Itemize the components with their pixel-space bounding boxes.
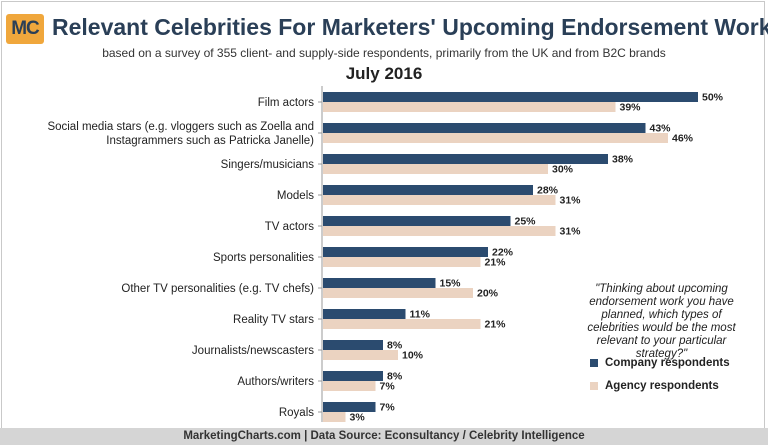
bar-agency xyxy=(323,319,481,329)
bar-company xyxy=(323,154,608,164)
bar-agency xyxy=(323,164,548,174)
bar-agency xyxy=(323,288,473,298)
bar-agency xyxy=(323,195,556,205)
category-label: Authors/writers xyxy=(237,376,314,388)
bar-agency xyxy=(323,226,556,236)
value-label-agency: 31% xyxy=(560,195,582,207)
bar-agency xyxy=(323,350,398,360)
category-label: Royals xyxy=(279,407,314,419)
value-label-company: 7% xyxy=(380,402,396,414)
bar-company xyxy=(323,340,383,350)
category-label: Reality TV stars xyxy=(233,314,314,326)
source-footer: MarketingCharts.com | Data Source: Econs… xyxy=(0,428,768,445)
value-label-company: 28% xyxy=(537,185,559,197)
survey-question: "Thinking about upcoming endorsement wor… xyxy=(587,283,736,360)
bar-company xyxy=(323,278,436,288)
category-label: Models xyxy=(277,190,314,202)
category-label: Singers/musicians xyxy=(221,159,315,171)
category-label: Film actors xyxy=(258,97,314,109)
value-label-company: 38% xyxy=(612,154,634,166)
category-label: Other TV personalities (e.g. TV chefs) xyxy=(121,283,314,295)
chart-subtitle: based on a survey of 355 client- and sup… xyxy=(102,46,666,60)
category-label: TV actors xyxy=(265,221,314,233)
bar-company xyxy=(323,185,533,195)
chart-date: July 2016 xyxy=(345,64,423,83)
category-label: Sports personalities xyxy=(213,252,314,264)
legend-company: Company respondents xyxy=(590,357,730,369)
bar-agency xyxy=(323,257,481,267)
bar-agency xyxy=(323,381,376,391)
value-label-agency: 10% xyxy=(402,350,424,362)
bar-company xyxy=(323,216,511,226)
value-label-company: 11% xyxy=(410,309,431,321)
chart-title: Relevant Celebrities For Marketers' Upco… xyxy=(52,14,768,40)
bar-agency xyxy=(323,412,346,422)
category-label: Journalists/newscasters xyxy=(192,345,314,357)
value-label-agency: 31% xyxy=(560,226,582,238)
value-label-company: 22% xyxy=(492,247,514,259)
value-label-company: 43% xyxy=(650,123,672,135)
value-label-agency: 30% xyxy=(552,164,574,176)
value-label-agency: 21% xyxy=(485,257,507,269)
bar-company xyxy=(323,402,376,412)
bar-company xyxy=(323,309,406,319)
legend-agency-label: Agency respondents xyxy=(605,380,719,392)
bar-agency xyxy=(323,102,616,112)
marketingcharts-logo: MC xyxy=(6,14,44,44)
value-label-agency: 20% xyxy=(477,288,499,300)
bar-agency xyxy=(323,133,668,143)
legend-company-label: Company respondents xyxy=(605,357,730,369)
legend-company-swatch xyxy=(590,359,598,367)
value-label-company: 8% xyxy=(387,340,403,352)
bar-company xyxy=(323,247,488,257)
bar-company xyxy=(323,123,646,133)
bar-company xyxy=(323,371,383,381)
value-label-company: 50% xyxy=(702,92,724,104)
category-label: Social media stars (e.g. vloggers such a… xyxy=(47,121,314,147)
value-label-company: 25% xyxy=(515,216,537,228)
value-label-agency: 21% xyxy=(485,319,507,331)
bar-company xyxy=(323,92,698,102)
legend-agency: Agency respondents xyxy=(590,380,719,392)
value-label-agency: 7% xyxy=(380,381,396,393)
value-label-company: 15% xyxy=(440,278,462,290)
value-label-agency: 39% xyxy=(620,102,642,114)
legend-agency-swatch xyxy=(590,382,598,390)
value-label-agency: 46% xyxy=(672,133,694,145)
value-label-agency: 3% xyxy=(350,412,366,424)
value-label-company: 8% xyxy=(387,371,403,383)
